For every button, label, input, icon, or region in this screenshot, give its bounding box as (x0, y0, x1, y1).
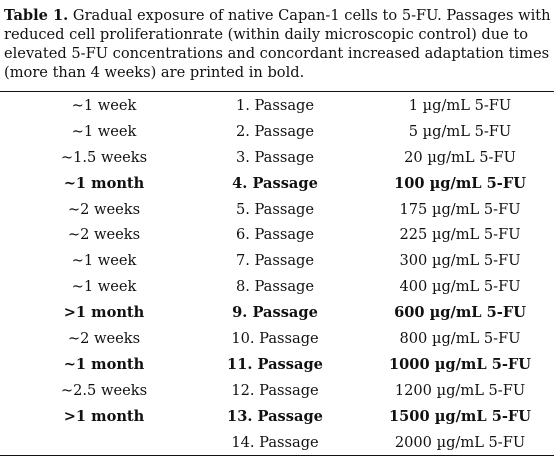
table-top-rule (0, 91, 554, 92)
table-row: ~1 month 4. Passage 100 µg/mL 5-FU (0, 171, 554, 197)
caption-text: Gradual exposure of native Capan-1 cells… (4, 7, 551, 81)
table-row: ~2 weeks 6. Passage 225 µg/mL 5-FU (0, 222, 554, 248)
table-body: ~1 week 1. Passage 1 µg/mL 5-FU ~1 week 2. P… (0, 93, 554, 455)
passage-cell: 8. Passage (235, 278, 315, 296)
adaptation-time-cell: ~1 month (63, 355, 145, 373)
passage-cell: 1. Passage (235, 97, 315, 114)
table-bottom-rule (0, 455, 554, 456)
adaptation-time-cell: >1 month (63, 304, 145, 322)
adaptation-time-cell: ~1 week (71, 252, 137, 270)
table-row: >1 month 13. Passage 1500 µg/mL 5-FU (0, 404, 554, 430)
table-row: ~1 month 11. Passage 1000 µg/mL 5-FU (0, 352, 554, 378)
concentration-cell: 800 µg/mL 5-FU (399, 330, 521, 348)
passage-cell: 12. Passage (231, 381, 319, 399)
concentration-cell: 400 µg/mL 5-FU (399, 278, 521, 296)
table-caption: Table 1. Gradual exposure of native Capa… (4, 6, 552, 82)
adaptation-time-cell: ~1 week (71, 122, 137, 140)
adaptation-time-cell: ~1 week (71, 97, 137, 114)
concentration-cell: 175 µg/mL 5-FU (399, 200, 521, 218)
passage-cell: 11. Passage (227, 355, 323, 373)
table-row: ~1 week 1. Passage 1 µg/mL 5-FU (0, 93, 554, 119)
table-row: ~1.5 weeks 3. Passage 20 µg/mL 5-FU (0, 145, 554, 171)
table-row: ~1 week 8. Passage 400 µg/mL 5-FU (0, 274, 554, 300)
passage-cell: 4. Passage (232, 174, 318, 192)
adaptation-time-cell: >1 month (63, 407, 145, 425)
table-row: ~1 week 7. Passage 300 µg/mL 5-FU (0, 248, 554, 274)
adaptation-time-cell: ~2 weeks (67, 200, 141, 218)
table-row: >1 month 9. Passage 600 µg/mL 5-FU (0, 300, 554, 326)
concentration-cell: 600 µg/mL 5-FU (394, 304, 526, 322)
concentration-cell: 1200 µg/mL 5-FU (394, 381, 526, 399)
adaptation-time-cell: ~2 weeks (67, 330, 141, 348)
concentration-cell: 1 µg/mL 5-FU (408, 97, 512, 114)
passage-cell: 7. Passage (235, 252, 315, 270)
passage-cell: 14. Passage (231, 433, 319, 451)
table-row: ~2 weeks 5. Passage 175 µg/mL 5-FU (0, 197, 554, 223)
passage-cell: 3. Passage (235, 148, 315, 166)
passage-cell: 6. Passage (235, 226, 315, 244)
passage-cell: 2. Passage (235, 122, 315, 140)
concentration-cell: 1000 µg/mL 5-FU (389, 355, 531, 373)
table-row: ~1 week 2. Passage 5 µg/mL 5-FU (0, 119, 554, 145)
passage-cell: 5. Passage (235, 200, 315, 218)
concentration-cell: 225 µg/mL 5-FU (399, 226, 521, 244)
concentration-cell: 5 µg/mL 5-FU (408, 122, 512, 140)
table-row: 14. Passage 2000 µg/mL 5-FU (0, 430, 554, 456)
adaptation-time-cell: ~1 month (63, 174, 145, 192)
concentration-cell: 100 µg/mL 5-FU (394, 174, 526, 192)
adaptation-time-cell: ~2 weeks (67, 226, 141, 244)
caption-label: Table 1. (4, 7, 69, 24)
table-row: ~2.5 weeks 12. Passage 1200 µg/mL 5-FU (0, 378, 554, 404)
adaptation-time-cell: ~2.5 weeks (60, 381, 148, 399)
adaptation-time-cell: ~1 week (71, 278, 137, 296)
passage-cell: 13. Passage (227, 407, 323, 425)
concentration-cell: 2000 µg/mL 5-FU (394, 433, 526, 451)
concentration-cell: 20 µg/mL 5-FU (404, 148, 516, 166)
table-row: ~2 weeks 10. Passage 800 µg/mL 5-FU (0, 326, 554, 352)
passage-cell: 9. Passage (232, 304, 318, 322)
concentration-cell: 1500 µg/mL 5-FU (389, 407, 531, 425)
adaptation-time-cell: ~1.5 weeks (60, 148, 148, 166)
concentration-cell: 300 µg/mL 5-FU (399, 252, 521, 270)
passage-cell: 10. Passage (231, 330, 319, 348)
